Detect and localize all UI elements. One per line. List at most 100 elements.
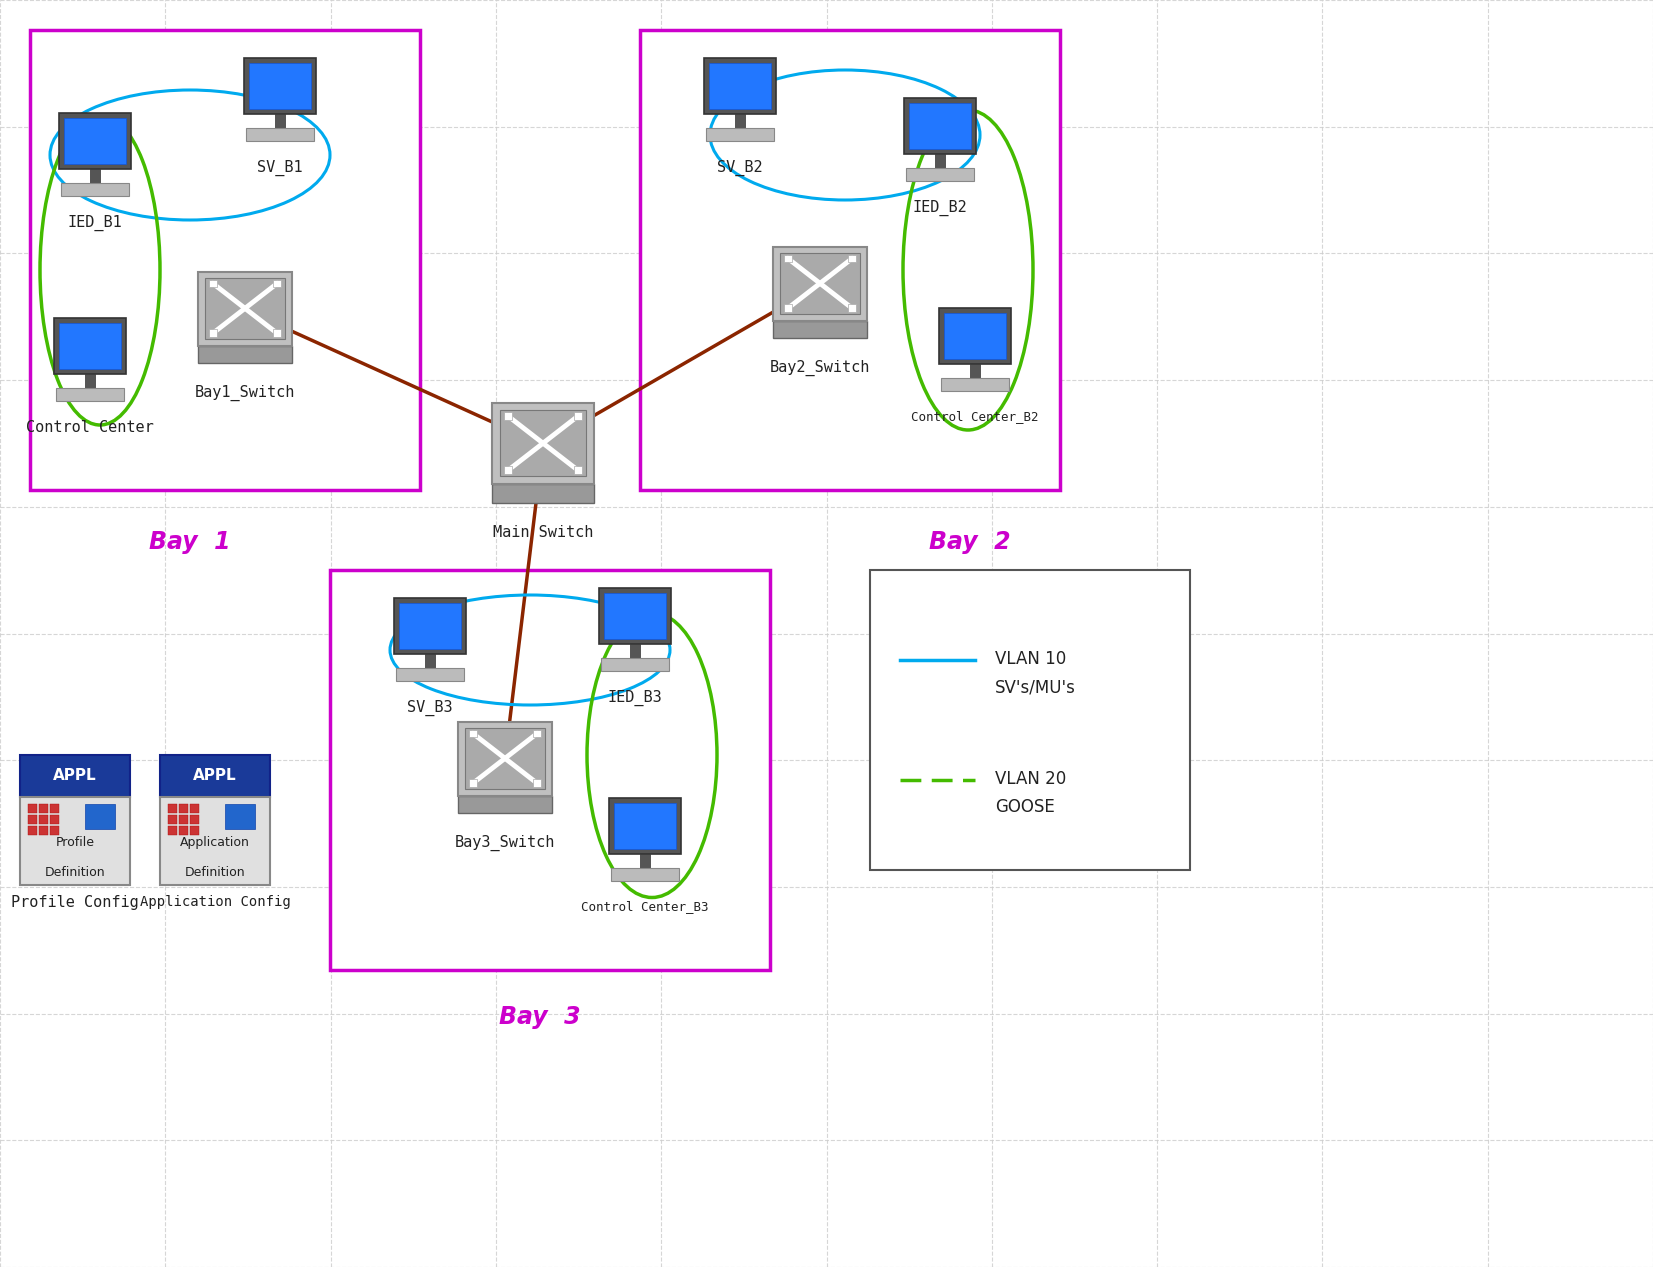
FancyBboxPatch shape bbox=[28, 816, 36, 825]
FancyBboxPatch shape bbox=[60, 323, 121, 369]
FancyBboxPatch shape bbox=[210, 329, 217, 337]
FancyBboxPatch shape bbox=[40, 805, 48, 813]
FancyBboxPatch shape bbox=[736, 114, 746, 128]
FancyBboxPatch shape bbox=[56, 388, 124, 400]
FancyBboxPatch shape bbox=[603, 593, 666, 639]
Text: SV's/MU's: SV's/MU's bbox=[995, 678, 1076, 696]
FancyBboxPatch shape bbox=[190, 816, 198, 825]
FancyBboxPatch shape bbox=[504, 466, 512, 474]
Text: Bay  2: Bay 2 bbox=[929, 530, 1012, 554]
Text: Profile: Profile bbox=[56, 836, 94, 849]
Text: Application: Application bbox=[180, 836, 250, 849]
FancyBboxPatch shape bbox=[179, 826, 188, 835]
FancyBboxPatch shape bbox=[210, 280, 217, 288]
FancyBboxPatch shape bbox=[848, 255, 856, 262]
FancyBboxPatch shape bbox=[246, 128, 314, 141]
FancyBboxPatch shape bbox=[532, 779, 541, 787]
FancyBboxPatch shape bbox=[20, 797, 131, 886]
Text: Main Switch: Main Switch bbox=[493, 525, 593, 540]
FancyBboxPatch shape bbox=[602, 658, 669, 670]
FancyBboxPatch shape bbox=[160, 797, 269, 886]
FancyBboxPatch shape bbox=[160, 755, 269, 797]
FancyBboxPatch shape bbox=[869, 570, 1190, 870]
FancyBboxPatch shape bbox=[848, 304, 856, 312]
FancyBboxPatch shape bbox=[613, 803, 676, 849]
FancyBboxPatch shape bbox=[774, 247, 866, 321]
Text: Control Center: Control Center bbox=[26, 419, 154, 435]
FancyBboxPatch shape bbox=[40, 826, 48, 835]
FancyBboxPatch shape bbox=[50, 816, 60, 825]
FancyBboxPatch shape bbox=[274, 114, 284, 128]
Text: GOOSE: GOOSE bbox=[995, 798, 1055, 816]
Text: Definition: Definition bbox=[185, 865, 245, 878]
FancyBboxPatch shape bbox=[941, 378, 1008, 390]
FancyBboxPatch shape bbox=[273, 329, 281, 337]
FancyBboxPatch shape bbox=[574, 412, 582, 421]
FancyBboxPatch shape bbox=[630, 644, 640, 658]
FancyBboxPatch shape bbox=[612, 868, 679, 881]
FancyBboxPatch shape bbox=[225, 805, 255, 830]
FancyBboxPatch shape bbox=[169, 826, 177, 835]
FancyBboxPatch shape bbox=[784, 255, 792, 262]
Text: Bay  3: Bay 3 bbox=[499, 1005, 580, 1029]
FancyBboxPatch shape bbox=[458, 796, 552, 813]
FancyBboxPatch shape bbox=[179, 805, 188, 813]
FancyBboxPatch shape bbox=[532, 730, 541, 737]
FancyBboxPatch shape bbox=[640, 854, 650, 868]
FancyBboxPatch shape bbox=[84, 805, 116, 830]
FancyBboxPatch shape bbox=[86, 374, 94, 388]
FancyBboxPatch shape bbox=[425, 654, 435, 668]
FancyBboxPatch shape bbox=[970, 364, 980, 378]
FancyBboxPatch shape bbox=[91, 169, 99, 182]
Text: IED_B3: IED_B3 bbox=[608, 691, 663, 706]
FancyBboxPatch shape bbox=[50, 805, 60, 813]
FancyBboxPatch shape bbox=[706, 128, 774, 141]
Text: Bay3_Switch: Bay3_Switch bbox=[455, 835, 555, 851]
Text: Application Config: Application Config bbox=[139, 895, 291, 908]
Text: Definition: Definition bbox=[45, 865, 106, 878]
FancyBboxPatch shape bbox=[40, 816, 48, 825]
FancyBboxPatch shape bbox=[780, 253, 860, 314]
FancyBboxPatch shape bbox=[273, 280, 281, 288]
Text: Control Center_B3: Control Center_B3 bbox=[582, 900, 709, 914]
FancyBboxPatch shape bbox=[936, 155, 946, 169]
Text: VLAN 10: VLAN 10 bbox=[995, 650, 1066, 668]
Text: Bay1_Switch: Bay1_Switch bbox=[195, 385, 296, 402]
FancyBboxPatch shape bbox=[704, 58, 775, 114]
FancyBboxPatch shape bbox=[598, 588, 671, 644]
FancyBboxPatch shape bbox=[30, 30, 420, 490]
FancyBboxPatch shape bbox=[574, 466, 582, 474]
FancyBboxPatch shape bbox=[205, 277, 284, 338]
Text: Control Center_B2: Control Center_B2 bbox=[911, 411, 1038, 423]
FancyBboxPatch shape bbox=[709, 63, 772, 109]
FancyBboxPatch shape bbox=[398, 603, 461, 649]
FancyBboxPatch shape bbox=[640, 30, 1060, 490]
FancyBboxPatch shape bbox=[50, 826, 60, 835]
FancyBboxPatch shape bbox=[774, 321, 866, 338]
Text: SV_B3: SV_B3 bbox=[407, 699, 453, 716]
Text: APPL: APPL bbox=[53, 768, 98, 783]
FancyBboxPatch shape bbox=[466, 729, 544, 788]
Text: Bay2_Switch: Bay2_Switch bbox=[770, 360, 869, 376]
Text: VLAN 20: VLAN 20 bbox=[995, 770, 1066, 788]
Text: IED_B2: IED_B2 bbox=[912, 200, 967, 217]
Text: APPL: APPL bbox=[193, 768, 236, 783]
Text: Profile Config: Profile Config bbox=[12, 895, 139, 910]
FancyBboxPatch shape bbox=[499, 411, 587, 476]
FancyBboxPatch shape bbox=[469, 779, 478, 787]
FancyBboxPatch shape bbox=[169, 816, 177, 825]
FancyBboxPatch shape bbox=[608, 798, 681, 854]
FancyBboxPatch shape bbox=[20, 755, 131, 797]
FancyBboxPatch shape bbox=[784, 304, 792, 312]
FancyBboxPatch shape bbox=[179, 816, 188, 825]
FancyBboxPatch shape bbox=[458, 721, 552, 796]
FancyBboxPatch shape bbox=[198, 271, 291, 346]
FancyBboxPatch shape bbox=[64, 118, 126, 163]
FancyBboxPatch shape bbox=[331, 570, 770, 971]
FancyBboxPatch shape bbox=[939, 308, 1012, 364]
FancyBboxPatch shape bbox=[28, 826, 36, 835]
FancyBboxPatch shape bbox=[55, 318, 126, 374]
FancyBboxPatch shape bbox=[169, 805, 177, 813]
FancyBboxPatch shape bbox=[906, 169, 974, 181]
FancyBboxPatch shape bbox=[904, 98, 975, 155]
